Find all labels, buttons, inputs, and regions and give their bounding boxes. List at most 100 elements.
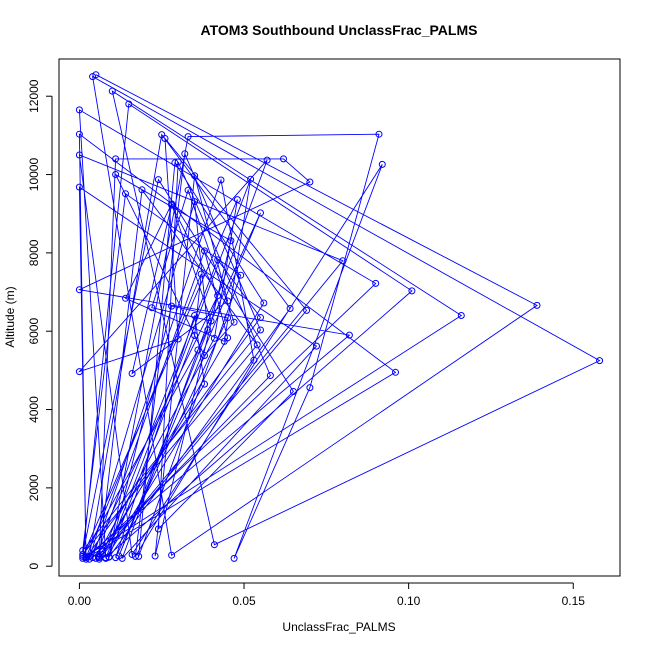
data-point (168, 302, 176, 310)
data-point (89, 554, 97, 562)
y-tick-label: 0 (27, 563, 41, 570)
data-point (224, 314, 232, 322)
data-point (168, 551, 176, 559)
x-tick-label: 0.15 (562, 594, 586, 608)
data-point (289, 388, 297, 395)
data-point (131, 552, 139, 560)
series-layer (75, 71, 604, 563)
data-point (171, 159, 179, 167)
data-point (184, 186, 192, 194)
data-point (286, 305, 294, 312)
data-point (95, 555, 103, 563)
y-axis-title: Altitude (m) (3, 286, 17, 347)
data-point (306, 178, 314, 186)
data-point (201, 380, 208, 388)
x-tick-label: 0.10 (397, 594, 421, 608)
data-point (161, 135, 169, 142)
data-point (224, 334, 232, 342)
plot-frame (58, 58, 621, 577)
series-line (77, 74, 601, 561)
data-point (79, 552, 87, 560)
data-point (191, 198, 199, 206)
data-point (230, 318, 238, 326)
data-point (75, 286, 83, 294)
data-point (191, 332, 199, 339)
data-point (339, 257, 347, 265)
data-point (257, 326, 264, 334)
data-point (313, 342, 320, 350)
data-point (375, 130, 383, 138)
data-point (201, 352, 208, 359)
data-point (345, 331, 353, 339)
data-point (181, 150, 189, 158)
data-point (392, 368, 399, 376)
data-point (214, 256, 222, 264)
data-point (174, 335, 182, 343)
data-point (75, 183, 83, 191)
data-point (207, 317, 215, 325)
data-point (250, 356, 258, 364)
data-point (75, 106, 83, 114)
data-point (105, 553, 113, 561)
data-point (214, 292, 222, 300)
data-point (230, 554, 238, 562)
data-point (237, 271, 245, 279)
data-point (210, 334, 218, 342)
data-point (191, 172, 199, 180)
y-tick-label: 6000 (27, 318, 41, 345)
data-point (257, 314, 264, 321)
data-point (184, 133, 192, 141)
data-point (168, 201, 176, 209)
y-tick-label: 4000 (27, 396, 41, 423)
x-tick-label: 0.05 (232, 594, 256, 608)
data-point (263, 156, 271, 164)
data-point (210, 541, 218, 549)
y-tick-label: 8000 (27, 239, 41, 266)
data-point (138, 186, 146, 194)
data-point (266, 372, 274, 379)
data-point (174, 158, 182, 166)
data-point (194, 346, 202, 354)
data-point (303, 306, 311, 314)
data-point (253, 341, 261, 349)
data-point (533, 301, 541, 309)
data-point (257, 209, 264, 217)
data-point (372, 279, 380, 287)
data-point (122, 190, 129, 198)
data-point (227, 237, 235, 245)
data-point (95, 552, 103, 560)
data-point (108, 87, 116, 95)
chart-title: ATOM3 Southbound UnclassFrac_PALMS (201, 22, 478, 38)
data-point (217, 176, 225, 184)
data-point (154, 525, 162, 533)
data-point (408, 287, 416, 295)
data-point (260, 299, 268, 307)
data-point (112, 155, 120, 163)
data-point (112, 554, 120, 562)
data-point (135, 552, 143, 560)
data-point (75, 151, 83, 159)
data-point (224, 297, 232, 305)
data-point (154, 176, 162, 184)
data-point (85, 555, 93, 563)
data-point (89, 73, 97, 81)
y-tick-label: 12000 (27, 79, 41, 113)
data-point (75, 130, 83, 138)
data-point (596, 357, 604, 365)
data-point (79, 554, 87, 562)
data-point (280, 155, 287, 163)
data-point (247, 175, 255, 183)
x-axis: 0.00 0.05 0.10 0.15 (68, 582, 586, 608)
data-point (115, 552, 123, 560)
y-tick-label: 2000 (27, 474, 41, 501)
data-point (306, 384, 314, 392)
data-point (201, 247, 208, 255)
data-point (82, 554, 90, 562)
data-point (85, 552, 93, 560)
data-point (233, 196, 241, 204)
data-point (191, 312, 199, 319)
data-point (148, 304, 156, 312)
data-point (204, 326, 212, 334)
data-point (457, 312, 465, 319)
